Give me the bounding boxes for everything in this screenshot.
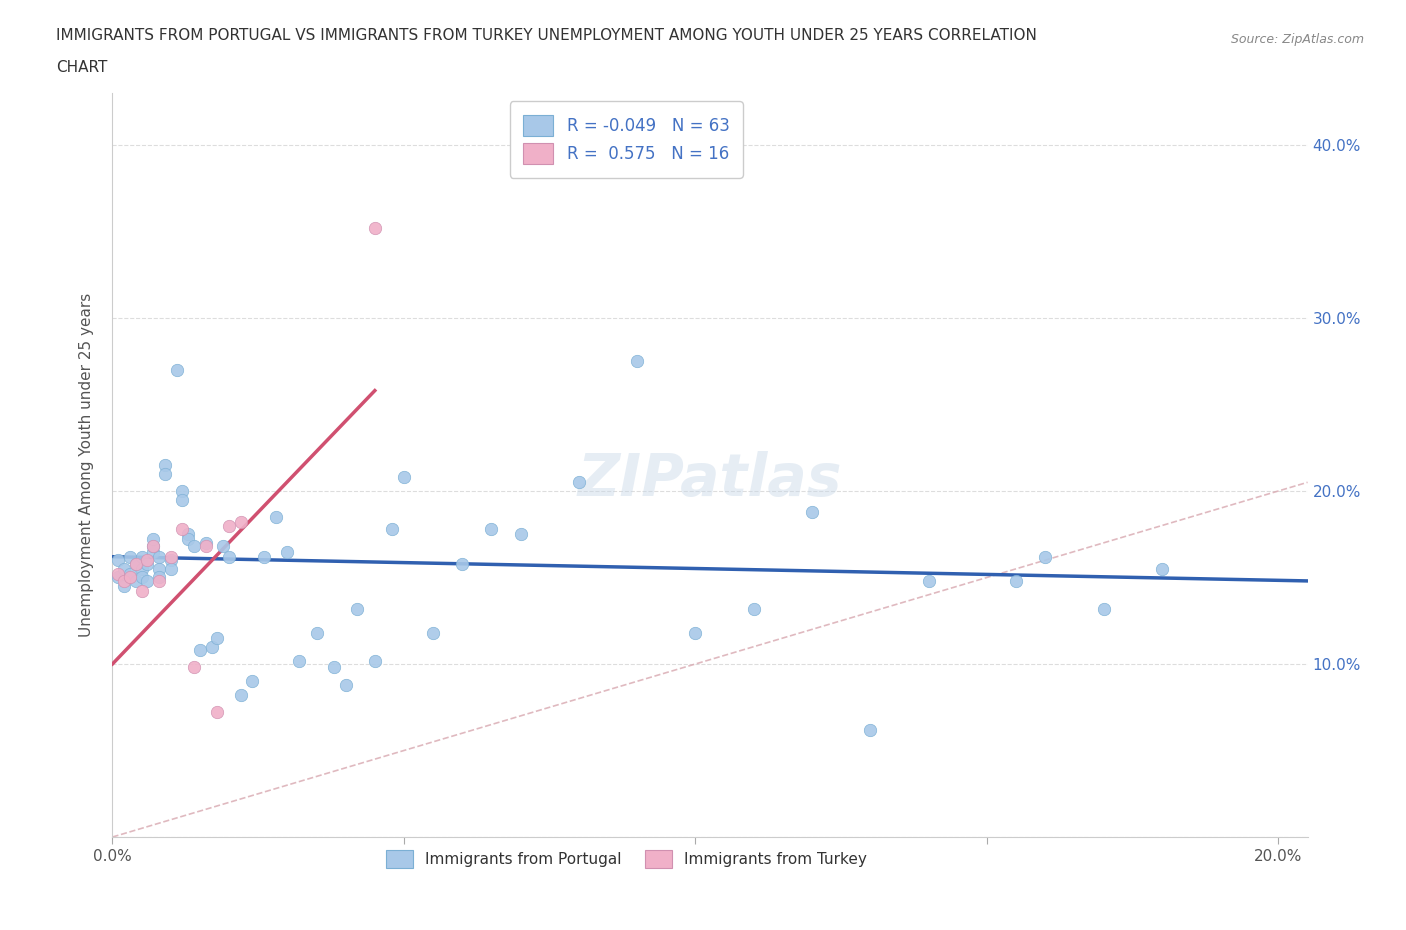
Point xyxy=(131,584,153,599)
Point xyxy=(335,677,357,692)
Point xyxy=(142,538,165,553)
Point xyxy=(131,562,153,577)
Point xyxy=(801,504,824,519)
Point xyxy=(172,522,194,537)
Text: CHART: CHART xyxy=(56,60,108,75)
Point xyxy=(568,475,591,490)
Point xyxy=(136,556,159,571)
Point xyxy=(148,562,170,577)
Point xyxy=(685,625,707,640)
Point xyxy=(218,550,240,565)
Point xyxy=(183,538,205,553)
Point xyxy=(242,674,264,689)
Point xyxy=(172,484,194,498)
Point xyxy=(1150,562,1173,577)
Point xyxy=(218,518,240,533)
Point xyxy=(229,514,252,529)
Point xyxy=(194,538,217,553)
Point xyxy=(112,574,135,589)
Point xyxy=(509,526,531,541)
Point xyxy=(148,550,170,565)
Point xyxy=(159,552,181,567)
Point xyxy=(1092,601,1115,616)
Point xyxy=(451,556,474,571)
Point xyxy=(125,556,148,571)
Point xyxy=(148,574,170,589)
Point xyxy=(159,562,181,577)
Point xyxy=(859,723,882,737)
Point xyxy=(112,562,135,577)
Point xyxy=(166,363,188,378)
Point xyxy=(112,578,135,593)
Point xyxy=(364,653,387,668)
Point xyxy=(207,705,229,720)
Point xyxy=(1033,550,1056,565)
Point xyxy=(125,556,148,571)
Point xyxy=(142,544,165,559)
Point xyxy=(253,550,276,565)
Point xyxy=(183,660,205,675)
Point xyxy=(118,566,141,581)
Text: ZIPatlas: ZIPatlas xyxy=(578,451,842,509)
Point xyxy=(305,625,328,640)
Point xyxy=(323,660,346,675)
Text: Source: ZipAtlas.com: Source: ZipAtlas.com xyxy=(1230,33,1364,46)
Point xyxy=(153,458,176,472)
Point xyxy=(188,643,211,658)
Point xyxy=(1005,574,1028,589)
Point xyxy=(481,522,503,537)
Point xyxy=(131,570,153,585)
Point xyxy=(422,625,444,640)
Text: IMMIGRANTS FROM PORTUGAL VS IMMIGRANTS FROM TURKEY UNEMPLOYMENT AMONG YOUTH UNDE: IMMIGRANTS FROM PORTUGAL VS IMMIGRANTS F… xyxy=(56,28,1038,43)
Point xyxy=(626,353,648,368)
Point xyxy=(136,574,159,589)
Point xyxy=(148,570,170,585)
Point xyxy=(381,522,404,537)
Point xyxy=(264,510,287,525)
Point xyxy=(194,536,217,551)
Point xyxy=(364,220,387,235)
Point xyxy=(346,601,368,616)
Point xyxy=(136,552,159,567)
Y-axis label: Unemployment Among Youth under 25 years: Unemployment Among Youth under 25 years xyxy=(79,293,94,637)
Point xyxy=(118,550,141,565)
Point xyxy=(172,492,194,507)
Point xyxy=(742,601,765,616)
Point xyxy=(177,532,200,547)
Point xyxy=(107,566,129,581)
Point xyxy=(288,653,311,668)
Point xyxy=(200,639,222,654)
Point xyxy=(125,574,148,589)
Point xyxy=(159,550,181,565)
Point xyxy=(107,552,129,567)
Point xyxy=(118,570,141,585)
Point xyxy=(212,538,235,553)
Point xyxy=(153,466,176,481)
Point xyxy=(142,538,165,553)
Point xyxy=(131,550,153,565)
Point xyxy=(142,532,165,547)
Point xyxy=(229,687,252,702)
Legend: Immigrants from Portugal, Immigrants from Turkey: Immigrants from Portugal, Immigrants fro… xyxy=(380,844,873,874)
Point xyxy=(276,544,298,559)
Point xyxy=(392,470,415,485)
Point xyxy=(177,526,200,541)
Point xyxy=(207,631,229,645)
Point xyxy=(107,570,129,585)
Point xyxy=(917,574,939,589)
